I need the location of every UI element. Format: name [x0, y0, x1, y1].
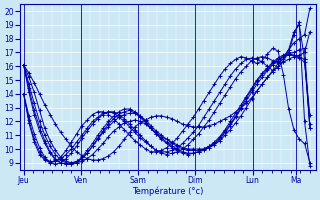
X-axis label: Température (°c): Température (°c) — [132, 186, 204, 196]
